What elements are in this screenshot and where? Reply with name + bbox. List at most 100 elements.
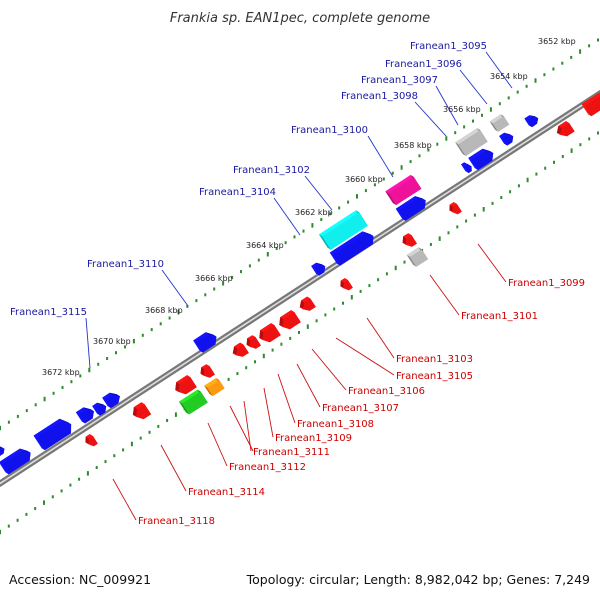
reverse-gene-leader: [263, 387, 274, 438]
reverse-gene-label[interactable]: Franean1_3103: [396, 354, 473, 365]
forward-gene-label[interactable]: Franean1_3115: [10, 307, 87, 318]
forward-scale-tick: [472, 119, 474, 123]
forward-scale-tick: [195, 299, 198, 303]
forward-scale-tick: [70, 380, 73, 384]
reverse-scale-tick: [315, 319, 318, 323]
accession-label: Accession: NC_009921: [9, 572, 152, 587]
reverse-scale-tick: [570, 148, 573, 153]
forward-scale-tick: [79, 374, 82, 378]
reverse-scale-tick: [465, 219, 468, 223]
gene-block-gray: [406, 247, 429, 267]
gene-block-forward: [33, 418, 72, 451]
reverse-gene-label[interactable]: Franean1_3114: [188, 487, 265, 498]
forward-scale-tick: [498, 102, 501, 106]
forward-gene-label[interactable]: Franean1_3095: [410, 41, 487, 52]
forward-gene-leader: [459, 69, 488, 105]
reverse-scale-tick: [509, 190, 512, 194]
reverse-gene-leader: [112, 478, 137, 521]
forward-scale-tick: [356, 194, 358, 199]
reverse-scale-tick: [271, 348, 274, 352]
forward-scale-tick: [445, 136, 448, 141]
reverse-gene-leader: [429, 274, 460, 316]
gene-block-reverse: [279, 310, 301, 330]
forward-gene-leader: [161, 269, 189, 307]
reverse-scale-tick: [104, 460, 107, 464]
reverse-scale-tick: [588, 137, 591, 141]
forward-scale-tick: [347, 200, 350, 204]
reverse-gene-leader: [229, 405, 254, 452]
reverse-gene-label[interactable]: Franean1_3109: [275, 433, 352, 444]
forward-scale-tick: [418, 154, 421, 158]
gene-block-forward: [468, 148, 494, 170]
map-title: Frankia sp. EAN1pec, complete genome: [170, 11, 430, 26]
forward-scale-tick: [436, 142, 439, 146]
forward-scale-tick: [552, 67, 555, 71]
reverse-scale-tick: [0, 529, 1, 535]
reverse-gene-label[interactable]: Franean1_3105: [396, 371, 473, 382]
gene-block-forward: [461, 162, 472, 173]
forward-scale-tick: [338, 206, 341, 210]
reverse-gene-leader: [296, 363, 321, 408]
reverse-scale-tick: [95, 466, 98, 469]
kbp-scale-label: 3666 kbp: [195, 274, 233, 283]
forward-scale-tick: [16, 414, 19, 418]
forward-gene-label[interactable]: Franean1_3098: [341, 91, 418, 102]
forward-scale-tick: [43, 396, 46, 402]
reverse-gene-label[interactable]: Franean1_3118: [138, 516, 215, 527]
reverse-gene-label[interactable]: Franean1_3111: [253, 447, 330, 458]
forward-scale-tick: [525, 84, 528, 88]
forward-scale-tick: [25, 409, 28, 413]
forward-gene-label[interactable]: Franean1_3097: [361, 75, 438, 86]
forward-scale-tick: [159, 322, 162, 326]
reverse-gene-label[interactable]: Franean1_3099: [508, 278, 585, 289]
reverse-gene-label[interactable]: Franean1_3112: [229, 462, 306, 473]
gene-block-reverse: [340, 278, 353, 291]
reverse-scale-tick: [148, 430, 151, 434]
reverse-scale-tick: [350, 295, 353, 300]
reverse-scale-tick: [526, 177, 529, 183]
reverse-gene-label[interactable]: Franean1_3106: [348, 386, 425, 397]
forward-gene-label[interactable]: Franean1_3102: [233, 165, 310, 176]
reverse-scale-tick: [16, 518, 19, 522]
reverse-gene-label[interactable]: Franean1_3101: [461, 311, 538, 322]
forward-scale-tick: [186, 304, 189, 308]
reverse-scale-tick: [139, 436, 142, 440]
reverse-scale-tick: [122, 448, 125, 452]
reverse-scale-tick: [447, 231, 450, 235]
forward-gene-label[interactable]: Franean1_3100: [291, 125, 368, 136]
forward-scale-tick: [284, 241, 287, 245]
reverse-scale-tick: [491, 201, 494, 205]
forward-gene-leader: [85, 317, 91, 369]
reverse-scale-tick: [113, 454, 116, 458]
gene-block-forward: [329, 231, 374, 266]
reverse-scale-tick: [157, 424, 160, 428]
forward-gene-label[interactable]: Franean1_3110: [87, 259, 164, 270]
reverse-gene-label[interactable]: Franean1_3107: [322, 403, 399, 414]
forward-scale-tick: [579, 49, 582, 54]
reverse-scale-tick: [517, 184, 520, 188]
forward-scale-tick: [320, 218, 323, 221]
gene-features-layer: [0, 92, 600, 475]
reverse-scale-tick: [34, 507, 37, 510]
forward-scale-tick: [329, 212, 332, 216]
forward-gene-label[interactable]: Franean1_3104: [199, 187, 276, 198]
forward-scale-tick: [213, 287, 216, 291]
forward-scale-tick: [364, 189, 367, 193]
forward-scale-tick: [132, 338, 135, 344]
backbone-layer: [0, 89, 600, 488]
kbp-scale-label: 3656 kbp: [443, 105, 481, 114]
reverse-scale-tick: [25, 512, 28, 516]
gene-block-forward: [75, 407, 94, 424]
forward-gene-label[interactable]: Franean1_3096: [385, 59, 462, 70]
forward-gene-leader: [304, 175, 333, 211]
forward-gene-leader: [414, 101, 447, 137]
forward-scale-tick: [293, 235, 296, 239]
forward-scale-tick: [257, 258, 260, 262]
forward-scale-tick: [7, 420, 10, 424]
reverse-scale-tick: [456, 225, 459, 229]
gene-block-forward: [311, 262, 326, 276]
gene-block-orange: [204, 378, 225, 396]
reverse-scale-tick: [429, 243, 432, 246]
reverse-gene-label[interactable]: Franean1_3108: [297, 419, 374, 430]
